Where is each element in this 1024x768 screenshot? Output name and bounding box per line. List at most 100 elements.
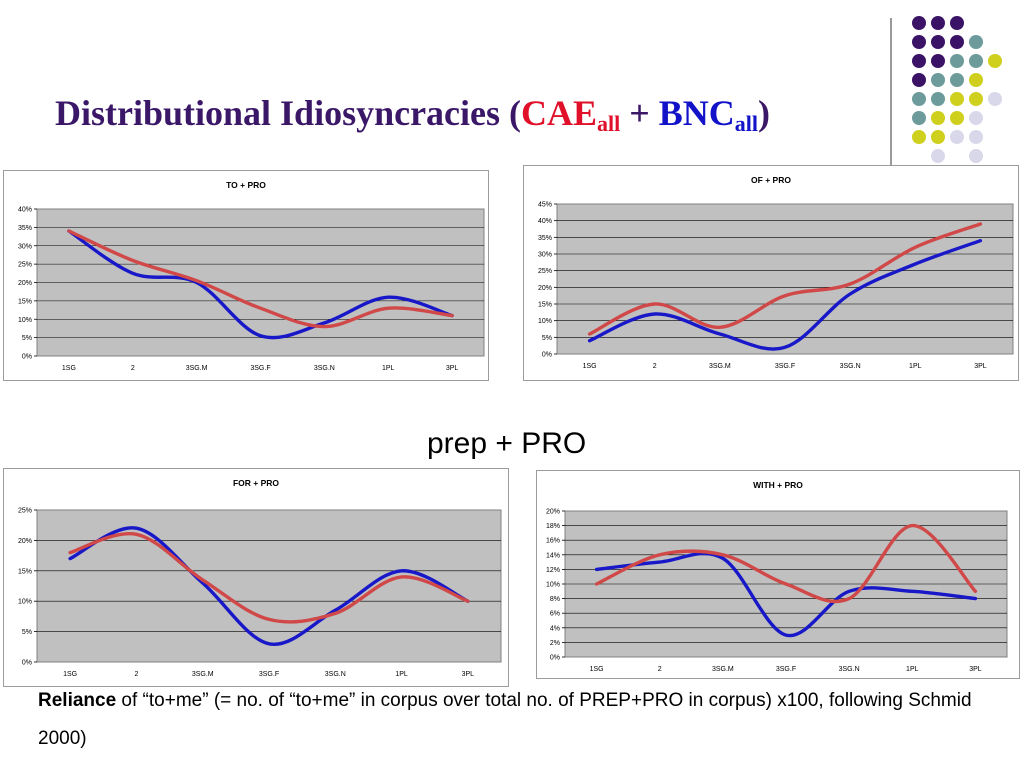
x-tick-label: 2 [134,671,138,678]
prep-pro-label: prep + PRO [427,427,587,460]
decor-dot [912,111,926,125]
y-tick-label: 10% [538,318,552,325]
y-tick-label: 30% [18,243,32,250]
x-tick-label: 3PL [446,365,459,372]
footnote: Reliance of “to+me” (= no. of “to+me” in… [38,682,998,758]
y-tick-label: 40% [538,218,552,225]
chart-with-pro: WITH + PRO 0% 2% 4% 6% 8% 10% 12% 14% 16% 18% 20% 1S… [536,470,1020,679]
x-tick-label: 2 [653,363,657,370]
x-tick-label: 3SG.F [775,363,795,370]
y-tick-label: 20% [18,280,32,287]
page-title: Distributional Idiosyncracies (CAEall + … [55,92,771,135]
y-tick-label: 5% [22,335,32,342]
decor-dot [912,92,926,106]
y-tick-label: 14% [546,552,560,559]
y-tick-label: 30% [538,252,552,259]
y-tick-label: 20% [546,509,560,516]
y-tick-label: 0% [542,352,552,359]
y-tick-label: 0% [22,660,32,667]
decor-dot [950,92,964,106]
x-tick-label: 3SG.M [192,671,214,678]
series-line-blue [594,551,978,638]
chart-to-pro-svg: TO + PRO 0% 5% 10% 15% 20% 25% 30% 35% 40% 1SG 2 3SG… [18,180,485,372]
series-line-blue [587,239,983,351]
decor-dot [969,92,983,106]
y-tick-label: 10% [546,582,560,589]
decor-dot [969,54,983,68]
y-tick-label: 25% [18,508,32,515]
chart-for-pro: FOR + PRO 0% 5% 10% 15% 20% 25% 1SG 2 3SG.M 3SG.F 3… [3,468,509,687]
y-tick-label: 45% [538,202,552,209]
y-tick-label: 25% [18,262,32,269]
series-line-blue [68,526,470,646]
y-tick-label: 20% [538,285,552,292]
x-tick-label: 1SG [63,671,77,678]
series-line-red [67,229,454,329]
x-tick-label: 1SG [583,363,597,370]
y-tick-label: 6% [550,611,560,618]
title-bnc: BNCall [658,93,758,135]
y-tick-label: 5% [542,335,552,342]
footnote-bold: Reliance [38,690,117,711]
decor-dot [988,92,1002,106]
title-cae: CAEall [521,93,620,135]
y-tick-label: 18% [546,523,560,530]
x-tick-label: 1SG [590,666,604,673]
y-tick-label: 15% [18,568,32,575]
chart-with-pro-svg: WITH + PRO 0% 2% 4% 6% 8% 10% 12% 14% 16% 18% 20% 1S… [546,480,1008,673]
x-tick-label: 1PL [906,666,919,673]
x-tick-label: 3SG.N [325,671,346,678]
series-line-red [594,523,978,604]
decor-dot [969,111,983,125]
decor-dot [969,130,983,144]
series-line-red [68,531,470,624]
y-tick-label: 35% [18,225,32,232]
y-tick-label: 16% [546,538,560,545]
x-tick-label: 1PL [382,365,395,372]
y-tick-label: 15% [538,302,552,309]
title-cae-text: CAE [521,93,598,133]
decor-dot [912,73,926,87]
x-tick-label: 3SG.N [840,363,861,370]
x-tick-label: 3PL [969,666,982,673]
x-tick-label: 3SG.N [839,666,860,673]
chart-title: OF + PRO [751,175,791,185]
chart-for-pro-svg: FOR + PRO 0% 5% 10% 15% 20% 25% 1SG 2 3SG.M 3SG.F 3… [18,478,502,678]
x-tick-label: 3PL [974,363,987,370]
y-tick-label: 10% [18,599,32,606]
chart-title: WITH + PRO [753,480,803,490]
x-tick-label: 3SG.F [776,666,796,673]
chart-title: FOR + PRO [233,478,279,488]
title-bnc-text: BNC [658,93,735,133]
x-tick-label: 3SG.M [709,363,731,370]
y-tick-label: 8% [550,596,560,603]
title-plus: + [620,93,659,133]
decor-dot [931,35,945,49]
decor-dot [931,111,945,125]
y-tick-label: 25% [538,268,552,275]
title-close: ) [758,93,771,133]
plot-area [556,203,1014,355]
series-line-blue [67,229,454,340]
x-tick-label: 3SG.F [250,365,270,372]
plot-area [36,509,502,663]
decor-dot [950,16,964,30]
y-tick-label: 4% [550,625,560,632]
y-tick-label: 35% [538,235,552,242]
chart-title: TO + PRO [226,180,266,190]
decor-dot [912,16,926,30]
decor-divider-line [890,18,892,166]
decor-dot [931,16,945,30]
decor-dot [931,54,945,68]
decor-dot [931,149,945,163]
chart-of-pro: OF + PRO 0% 5% 10% 15% 20% 25% 30% 35% 40% 45% 1SG 2… [523,165,1019,381]
chart-to-pro: TO + PRO 0% 5% 10% 15% 20% 25% 30% 35% 40% 1SG 2 3SG… [3,170,489,381]
x-tick-label: 1PL [395,671,408,678]
y-tick-label: 5% [22,629,32,636]
y-tick-label: 2% [550,640,560,647]
chart-of-pro-svg: OF + PRO 0% 5% 10% 15% 20% 25% 30% 35% 40% 45% 1SG 2… [538,175,1014,370]
x-tick-label: 2 [131,365,135,372]
decor-dot [950,54,964,68]
y-tick-label: 0% [22,354,32,361]
decor-dot [969,73,983,87]
